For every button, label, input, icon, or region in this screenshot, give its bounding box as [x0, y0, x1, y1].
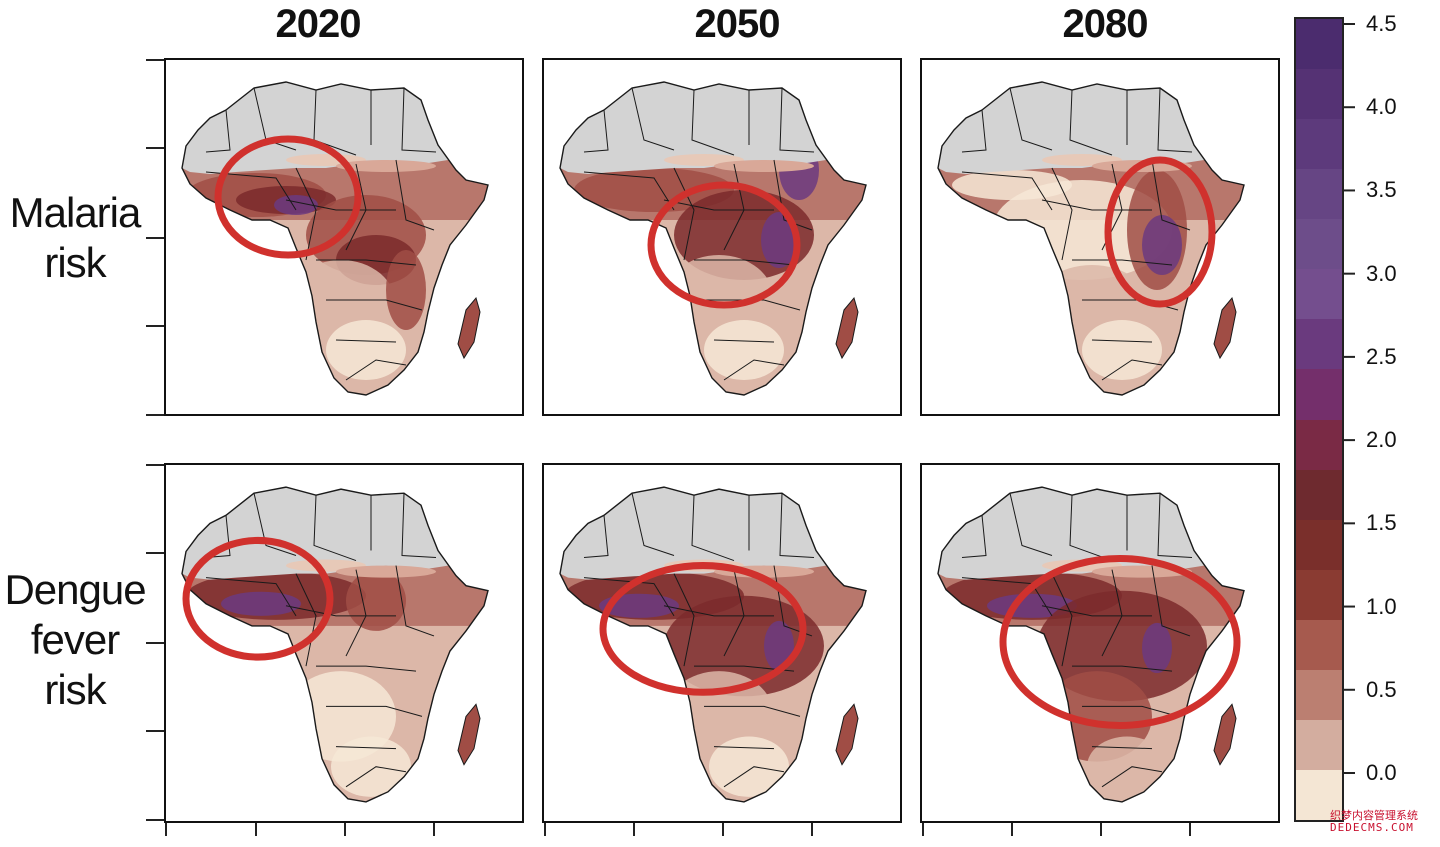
- country-borders: [961, 87, 1193, 381]
- africa-map: [937, 486, 1245, 803]
- watermark-line: DEDECMS.COM: [1330, 821, 1414, 834]
- map-dengue-2080: [920, 463, 1280, 823]
- row-label-line: fever: [30, 616, 120, 663]
- colorbar-swatch: [1296, 419, 1342, 470]
- colorbar-tick-label: 4.0: [1366, 94, 1397, 120]
- colorbar-swatch: [1296, 119, 1342, 170]
- map-malaria-2050: [542, 58, 902, 416]
- colorbar-swatch: [1296, 69, 1342, 120]
- colorbar-tick-label: 0.5: [1366, 676, 1397, 702]
- column-title-2080: 2080: [1062, 2, 1149, 46]
- highlight-circle: [214, 135, 362, 259]
- watermark-line: 织梦内容管理系统: [1330, 809, 1418, 822]
- africa-outline: [181, 486, 489, 803]
- map-malaria-2020: [164, 58, 524, 416]
- colorbar-swatch: [1296, 269, 1342, 320]
- colorbar-swatch: [1296, 319, 1342, 370]
- colorbar-swatch: [1296, 669, 1342, 720]
- colorbar-tick-label: 1.5: [1366, 510, 1397, 536]
- watermark: 织梦内容管理系统 DEDECMS.COM: [1330, 810, 1418, 834]
- row-label-malaria: Malaria risk: [0, 188, 150, 288]
- row-label-line: risk: [44, 666, 106, 713]
- colorbar-swatch: [1296, 719, 1342, 770]
- colorbar-tick-label: 1.0: [1366, 593, 1397, 619]
- madagascar: [457, 703, 481, 766]
- madagascar: [835, 703, 859, 766]
- colorbar-tick-label: 4.5: [1366, 11, 1397, 36]
- map-dengue-2050: [542, 463, 902, 823]
- colorbar-ticks: [1343, 23, 1355, 774]
- column-title-2020: 2020: [275, 2, 362, 46]
- map-dengue-2020: [164, 463, 524, 823]
- row-label-line: Malaria: [9, 189, 142, 236]
- colorbar-swatch: [1296, 569, 1342, 620]
- colorbar-tick-label: 3.5: [1366, 177, 1397, 203]
- colorbar-tick-label: 2.5: [1366, 343, 1397, 369]
- madagascar: [457, 296, 481, 360]
- colorbar-swatch: [1296, 369, 1342, 420]
- column-title-2050: 2050: [694, 2, 781, 46]
- colorbar-swatch: [1296, 469, 1342, 520]
- africa-map: [559, 81, 867, 396]
- colorbar-swatch: [1296, 219, 1342, 270]
- highlight-circle: [182, 536, 334, 661]
- madagascar: [1213, 703, 1237, 766]
- country-borders: [205, 87, 437, 381]
- colorbar-swatch: [1296, 519, 1342, 570]
- africa-map: [181, 81, 489, 396]
- africa-map: [937, 81, 1245, 396]
- colorbar-swatch: [1296, 19, 1342, 70]
- highlight-circle: [599, 562, 807, 696]
- africa-outline: [937, 81, 1245, 396]
- highlight-circle: [1104, 156, 1216, 308]
- row-label-dengue: Dengue fever risk: [0, 565, 150, 715]
- africa-outline: [181, 81, 489, 396]
- africa-outline: [937, 486, 1245, 803]
- map-malaria-2080: [920, 58, 1280, 416]
- colorbar: [1294, 17, 1344, 822]
- colorbar-swatch: [1296, 769, 1342, 820]
- madagascar: [835, 296, 859, 360]
- africa-map: [181, 486, 489, 803]
- highlight-circle: [999, 555, 1241, 729]
- x-axis-ticks: [165, 820, 1191, 836]
- africa-map: [559, 486, 867, 803]
- colorbar-swatch: [1296, 619, 1342, 670]
- country-borders: [205, 493, 437, 788]
- country-borders: [583, 493, 815, 788]
- colorbar-tick-label: 2.0: [1366, 427, 1397, 453]
- highlight-circle: [647, 181, 801, 309]
- country-borders: [961, 493, 1193, 788]
- colorbar-tick-label: 3.0: [1366, 260, 1397, 286]
- y-axis-ticks: [146, 59, 164, 821]
- colorbar-tick-label: 0.0: [1366, 760, 1397, 785]
- risk-overlay: [182, 487, 488, 797]
- risk-overlay: [938, 82, 1244, 380]
- country-borders: [583, 87, 815, 381]
- colorbar-swatch: [1296, 169, 1342, 220]
- row-label-line: Dengue: [4, 566, 146, 613]
- row-label-line: risk: [44, 239, 106, 286]
- africa-outline: [559, 81, 867, 396]
- madagascar: [1213, 296, 1237, 360]
